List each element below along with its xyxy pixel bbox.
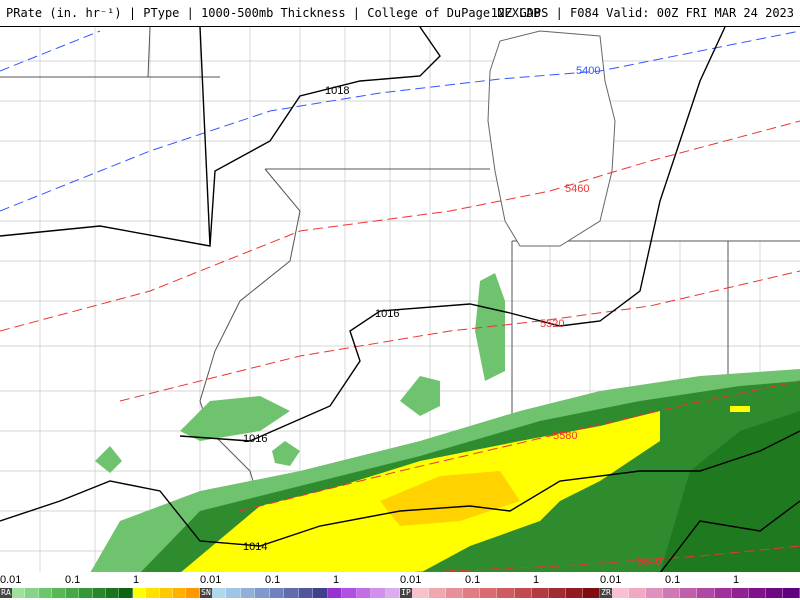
legend-swatch: [298, 588, 314, 598]
legend-swatch: [356, 588, 372, 598]
legend-swatch: [429, 588, 447, 598]
thickness-label: 5580: [553, 430, 577, 442]
legend-swatch: [226, 588, 241, 598]
legend-swatch: [52, 588, 66, 598]
legend-swatch: [173, 588, 187, 598]
legend-swatch: [119, 588, 133, 598]
precip-type-legend: 0.01 0.1 1 RA 0.01 0.1 1 SN 0.01 0.1 1 IP 0.01 0.1 1 ZR: [0, 572, 800, 600]
legend-swatch: [385, 588, 401, 598]
legend-swatch: [480, 588, 498, 598]
legend-tick: 1: [333, 574, 340, 586]
ptype-label: IP: [400, 588, 412, 598]
legend-swatch: [212, 588, 227, 598]
legend-tick: 0.01: [600, 574, 622, 586]
legend-swatch: [412, 588, 430, 598]
legend-swatch: [371, 588, 386, 598]
legend-swatch: [680, 588, 698, 598]
legend-tick: 1: [733, 574, 740, 586]
legend-swatch: [240, 588, 256, 598]
thickness-label: 5520: [540, 318, 564, 330]
legend-swatch: [748, 588, 766, 598]
map-header: PRate (in. hr⁻¹) | PType | 1000-500mb Th…: [0, 0, 800, 26]
legend-swatch: [313, 588, 328, 598]
thickness-5520: [119, 270, 800, 402]
legend-tick: 0.1: [665, 574, 681, 586]
product-title: PRate (in. hr⁻¹) | PType | 1000-500mb Th…: [6, 6, 541, 20]
legend-swatch: [629, 588, 647, 598]
legend-tick: 0.1: [65, 574, 81, 586]
legend-swatch: [765, 588, 783, 598]
thickness-label: 5640: [637, 556, 661, 568]
legend-swatch: [646, 588, 664, 598]
ptype-label: RA: [0, 588, 12, 598]
isobar-label: 1016: [243, 433, 267, 445]
legend-tick: 1: [133, 574, 140, 586]
contour-labels: 1018 1016 1016 1014 5400 5460 5520 5580 …: [243, 65, 661, 568]
legend-tick: 1: [533, 574, 540, 586]
legend-swatch: [342, 588, 357, 598]
legend-swatch: [65, 588, 80, 598]
legend-swatch: [79, 588, 93, 598]
ptype-label: ZR: [600, 588, 612, 598]
thickness-5640: [399, 545, 800, 574]
legend-swatch: [269, 588, 285, 598]
thickness-5460: [0, 120, 800, 332]
isobars: [0, 26, 800, 574]
legend-swatch: [714, 588, 732, 598]
legend-swatch: [327, 588, 343, 598]
legend-swatch: [782, 588, 800, 598]
legend-swatch: [531, 588, 549, 598]
legend-tick: 0.01: [200, 574, 222, 586]
legend-tick: 0.1: [265, 574, 281, 586]
weather-map: 1018 1016 1016 1014 5400 5460 5520 5580 …: [0, 26, 800, 574]
legend-swatch: [612, 588, 630, 598]
legend-swatch: [159, 588, 174, 598]
legend-tick: 0.01: [400, 574, 422, 586]
legend-swatch: [497, 588, 515, 598]
legend-swatch: [548, 588, 566, 598]
legend-swatch: [514, 588, 532, 598]
isobar-label: 1016: [375, 308, 399, 320]
legend-swatch-row-sn: SN: [200, 588, 401, 598]
legend-swatch-row-ip: IP: [400, 588, 601, 598]
legend-swatch: [25, 588, 39, 598]
isobar-1018: [0, 26, 441, 247]
legend-swatch-row-zr: ZR: [600, 588, 800, 598]
legend-swatch: [565, 588, 583, 598]
legend-swatch: [697, 588, 715, 598]
legend-swatch: [284, 588, 299, 598]
legend-swatch: [446, 588, 464, 598]
model-valid-time: 12Z GDPS | F084 Valid: 00Z FRI MAR 24 20…: [490, 6, 794, 20]
thickness-contours: [0, 30, 800, 574]
thickness-5580: [239, 380, 800, 512]
legend-tick: 0.01: [0, 574, 22, 586]
ptype-label: SN: [200, 588, 212, 598]
thickness-label: 5400: [576, 65, 600, 77]
lake-michigan: [487, 30, 616, 247]
legend-swatch: [105, 588, 120, 598]
legend-tick: 0.1: [465, 574, 481, 586]
legend-swatch: [12, 588, 26, 598]
thickness-label: 5460: [565, 183, 589, 195]
legend-swatch: [663, 588, 681, 598]
legend-swatch-row-ra: RA: [0, 588, 200, 598]
precipitation-field: [90, 273, 800, 573]
legend-swatch: [582, 588, 601, 598]
isobar-1016: [179, 26, 726, 442]
legend-swatch: [38, 588, 53, 598]
isobar-label: 1014: [243, 541, 267, 553]
map-canvas: 1018 1016 1016 1014 5400 5460 5520 5580 …: [0, 26, 800, 574]
thickness-5400: [0, 30, 800, 212]
legend-swatch: [146, 588, 160, 598]
legend-swatch: [186, 588, 200, 598]
isobar-label: 1018: [325, 85, 349, 97]
legend-swatch: [255, 588, 270, 598]
legend-swatch: [463, 588, 481, 598]
legend-swatch: [132, 588, 147, 598]
legend-swatch: [731, 588, 749, 598]
legend-swatch: [92, 588, 106, 598]
isobar-1014: [0, 430, 800, 547]
